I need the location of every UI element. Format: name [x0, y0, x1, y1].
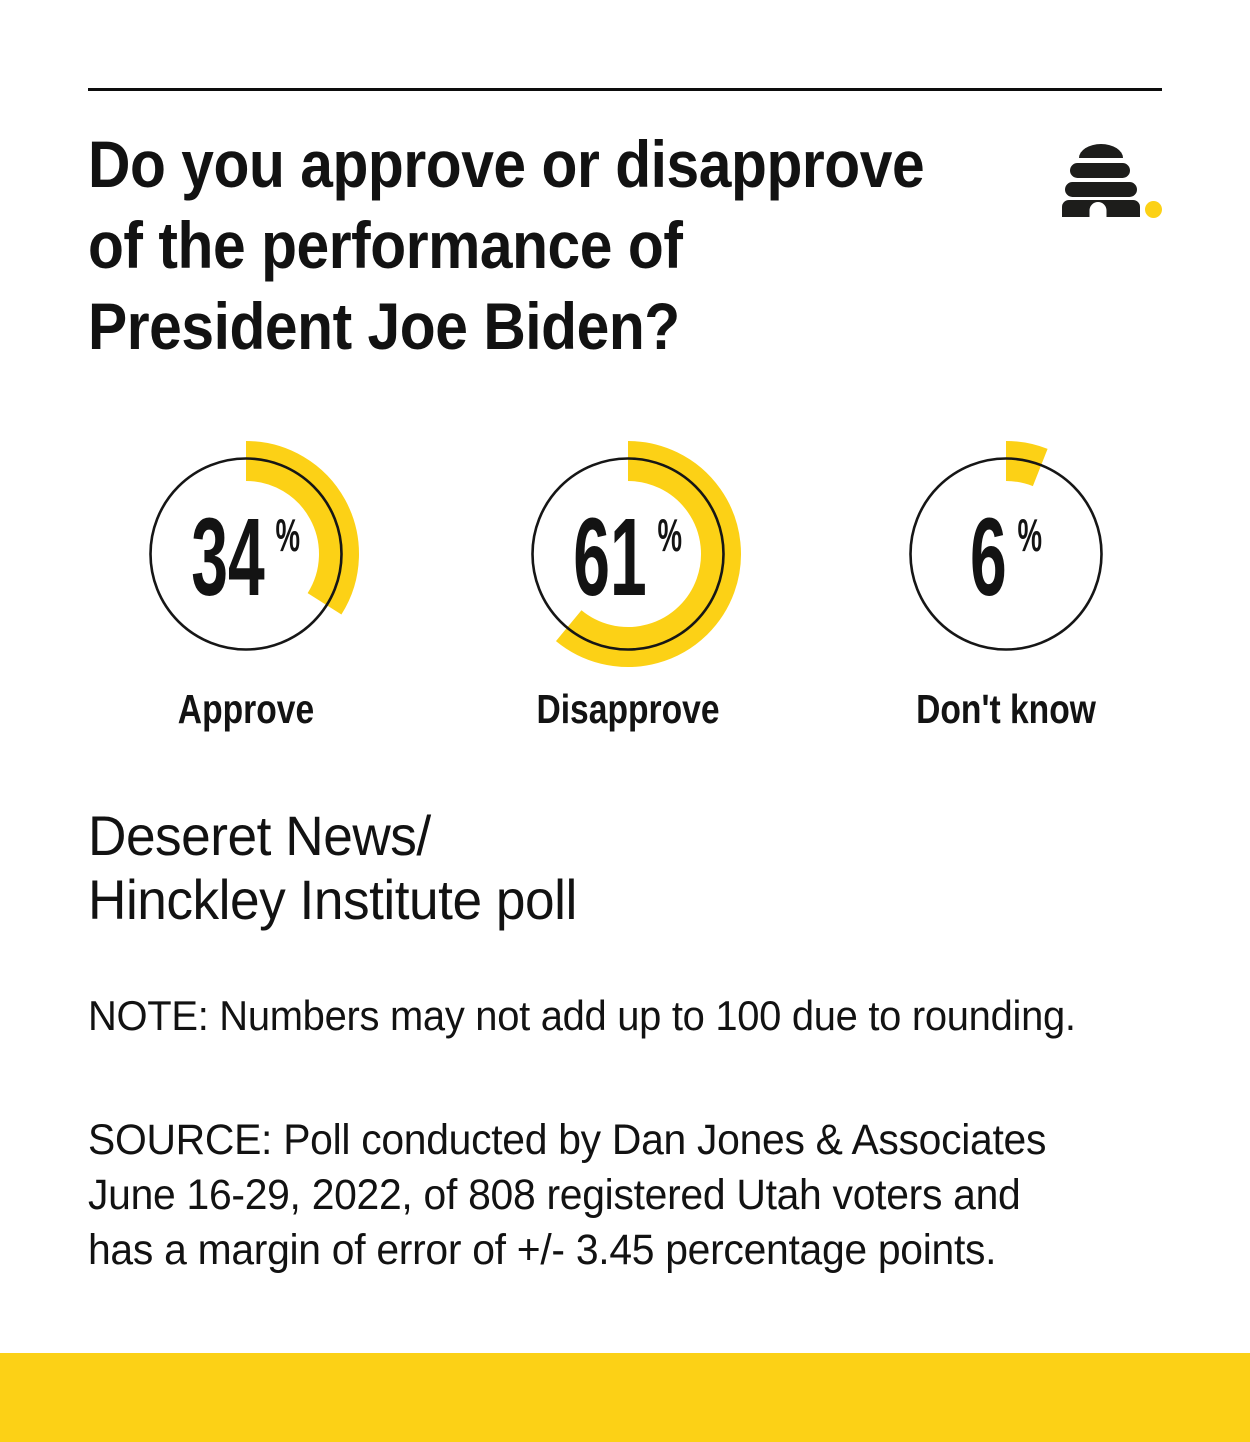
disapprove-value: 61 % [503, 429, 753, 679]
dont-know-donut: 6 % [881, 429, 1131, 679]
donut-dont-know: 6 % Don't know [856, 429, 1156, 734]
top-divider [88, 88, 1162, 91]
dont-know-label: Don't know [916, 686, 1096, 732]
dont-know-arc [1005, 441, 1048, 487]
beehive-stripe [1065, 182, 1137, 197]
beehive-stripe [1070, 163, 1130, 178]
approve-donut: 34 % [121, 429, 371, 679]
approve-ring [149, 457, 343, 651]
disapprove-label: Disapprove [536, 686, 720, 732]
logo-yellow-dot [1145, 201, 1162, 218]
approve-value: 34 % [121, 429, 371, 679]
beehive-base [1062, 200, 1140, 217]
poll-credit: Deseret News/ Hinckley Institute poll [88, 804, 577, 931]
poll-question-title: Do you approve or disapprove of the perf… [88, 127, 925, 363]
source-text: SOURCE: Poll conducted by Dan Jones & As… [88, 1116, 1047, 1274]
approve-percent-sign: % [275, 508, 301, 561]
disapprove-percent-number: 61 [573, 495, 648, 619]
dont-know-percent-sign: % [1017, 508, 1043, 561]
disapprove-percent-sign: % [657, 508, 683, 561]
approve-arc [245, 441, 359, 615]
dont-know-ring [909, 457, 1103, 651]
donut-approve: 34 % Approve [96, 429, 396, 734]
approve-donut-chart [149, 441, 359, 651]
footer-accent-bar [0, 1353, 1250, 1442]
disapprove-donut: 61 % [503, 429, 753, 679]
disapprove-ring [531, 457, 725, 651]
dont-know-donut-chart [909, 441, 1103, 651]
donut-disapprove: 61 % Disapprove [478, 429, 778, 734]
approve-label: Approve [177, 686, 315, 732]
deseret-news-beehive-logo [1062, 144, 1162, 218]
disapprove-donut-chart [531, 441, 741, 667]
beehive-dome [1079, 144, 1123, 158]
approve-percent-number: 34 [191, 495, 266, 619]
dont-know-percent-number: 6 [969, 495, 1007, 619]
disapprove-arc [556, 441, 741, 667]
dont-know-value: 6 % [881, 429, 1131, 679]
note-text: NOTE: Numbers may not add up to 100 due … [88, 992, 1076, 1039]
